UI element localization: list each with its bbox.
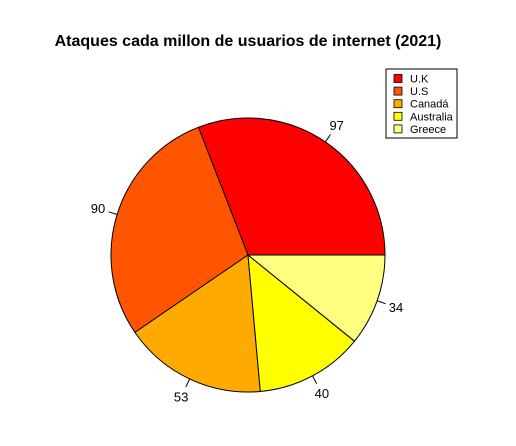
chart-title: Ataques cada millon de usuarios de inter… — [55, 33, 442, 50]
pie-label-tick — [312, 375, 318, 385]
pie-slice-value-label: 53 — [174, 390, 188, 405]
pie-label-tick — [108, 211, 118, 215]
legend-label: U.K — [410, 74, 429, 86]
pie-slice-value-label: 97 — [329, 118, 343, 133]
legend-swatch — [393, 74, 403, 83]
legend-swatch — [393, 124, 403, 134]
pie-labels: 97 90 53 40 34 — [91, 118, 403, 405]
pie-slices — [110, 117, 386, 393]
legend-label: Greece — [410, 124, 446, 136]
legend-label: Canadá — [410, 99, 449, 111]
pie-label-tick — [185, 378, 191, 388]
pie-label-tick — [324, 134, 331, 143]
legend-swatch — [393, 111, 403, 121]
legend-label: U.S — [410, 86, 428, 98]
pie-slice-value-label: 34 — [389, 300, 403, 315]
pie-slice-value-label: 90 — [91, 201, 105, 216]
pie-label-tick — [376, 300, 386, 305]
pie-slice-canad- — [134, 254, 261, 393]
pie-slice-australia — [247, 253, 356, 392]
legend-swatch — [393, 99, 403, 109]
pie-slice-value-label: 40 — [315, 386, 329, 401]
legend-swatch — [393, 86, 403, 96]
legend-label: Australia — [410, 111, 454, 123]
